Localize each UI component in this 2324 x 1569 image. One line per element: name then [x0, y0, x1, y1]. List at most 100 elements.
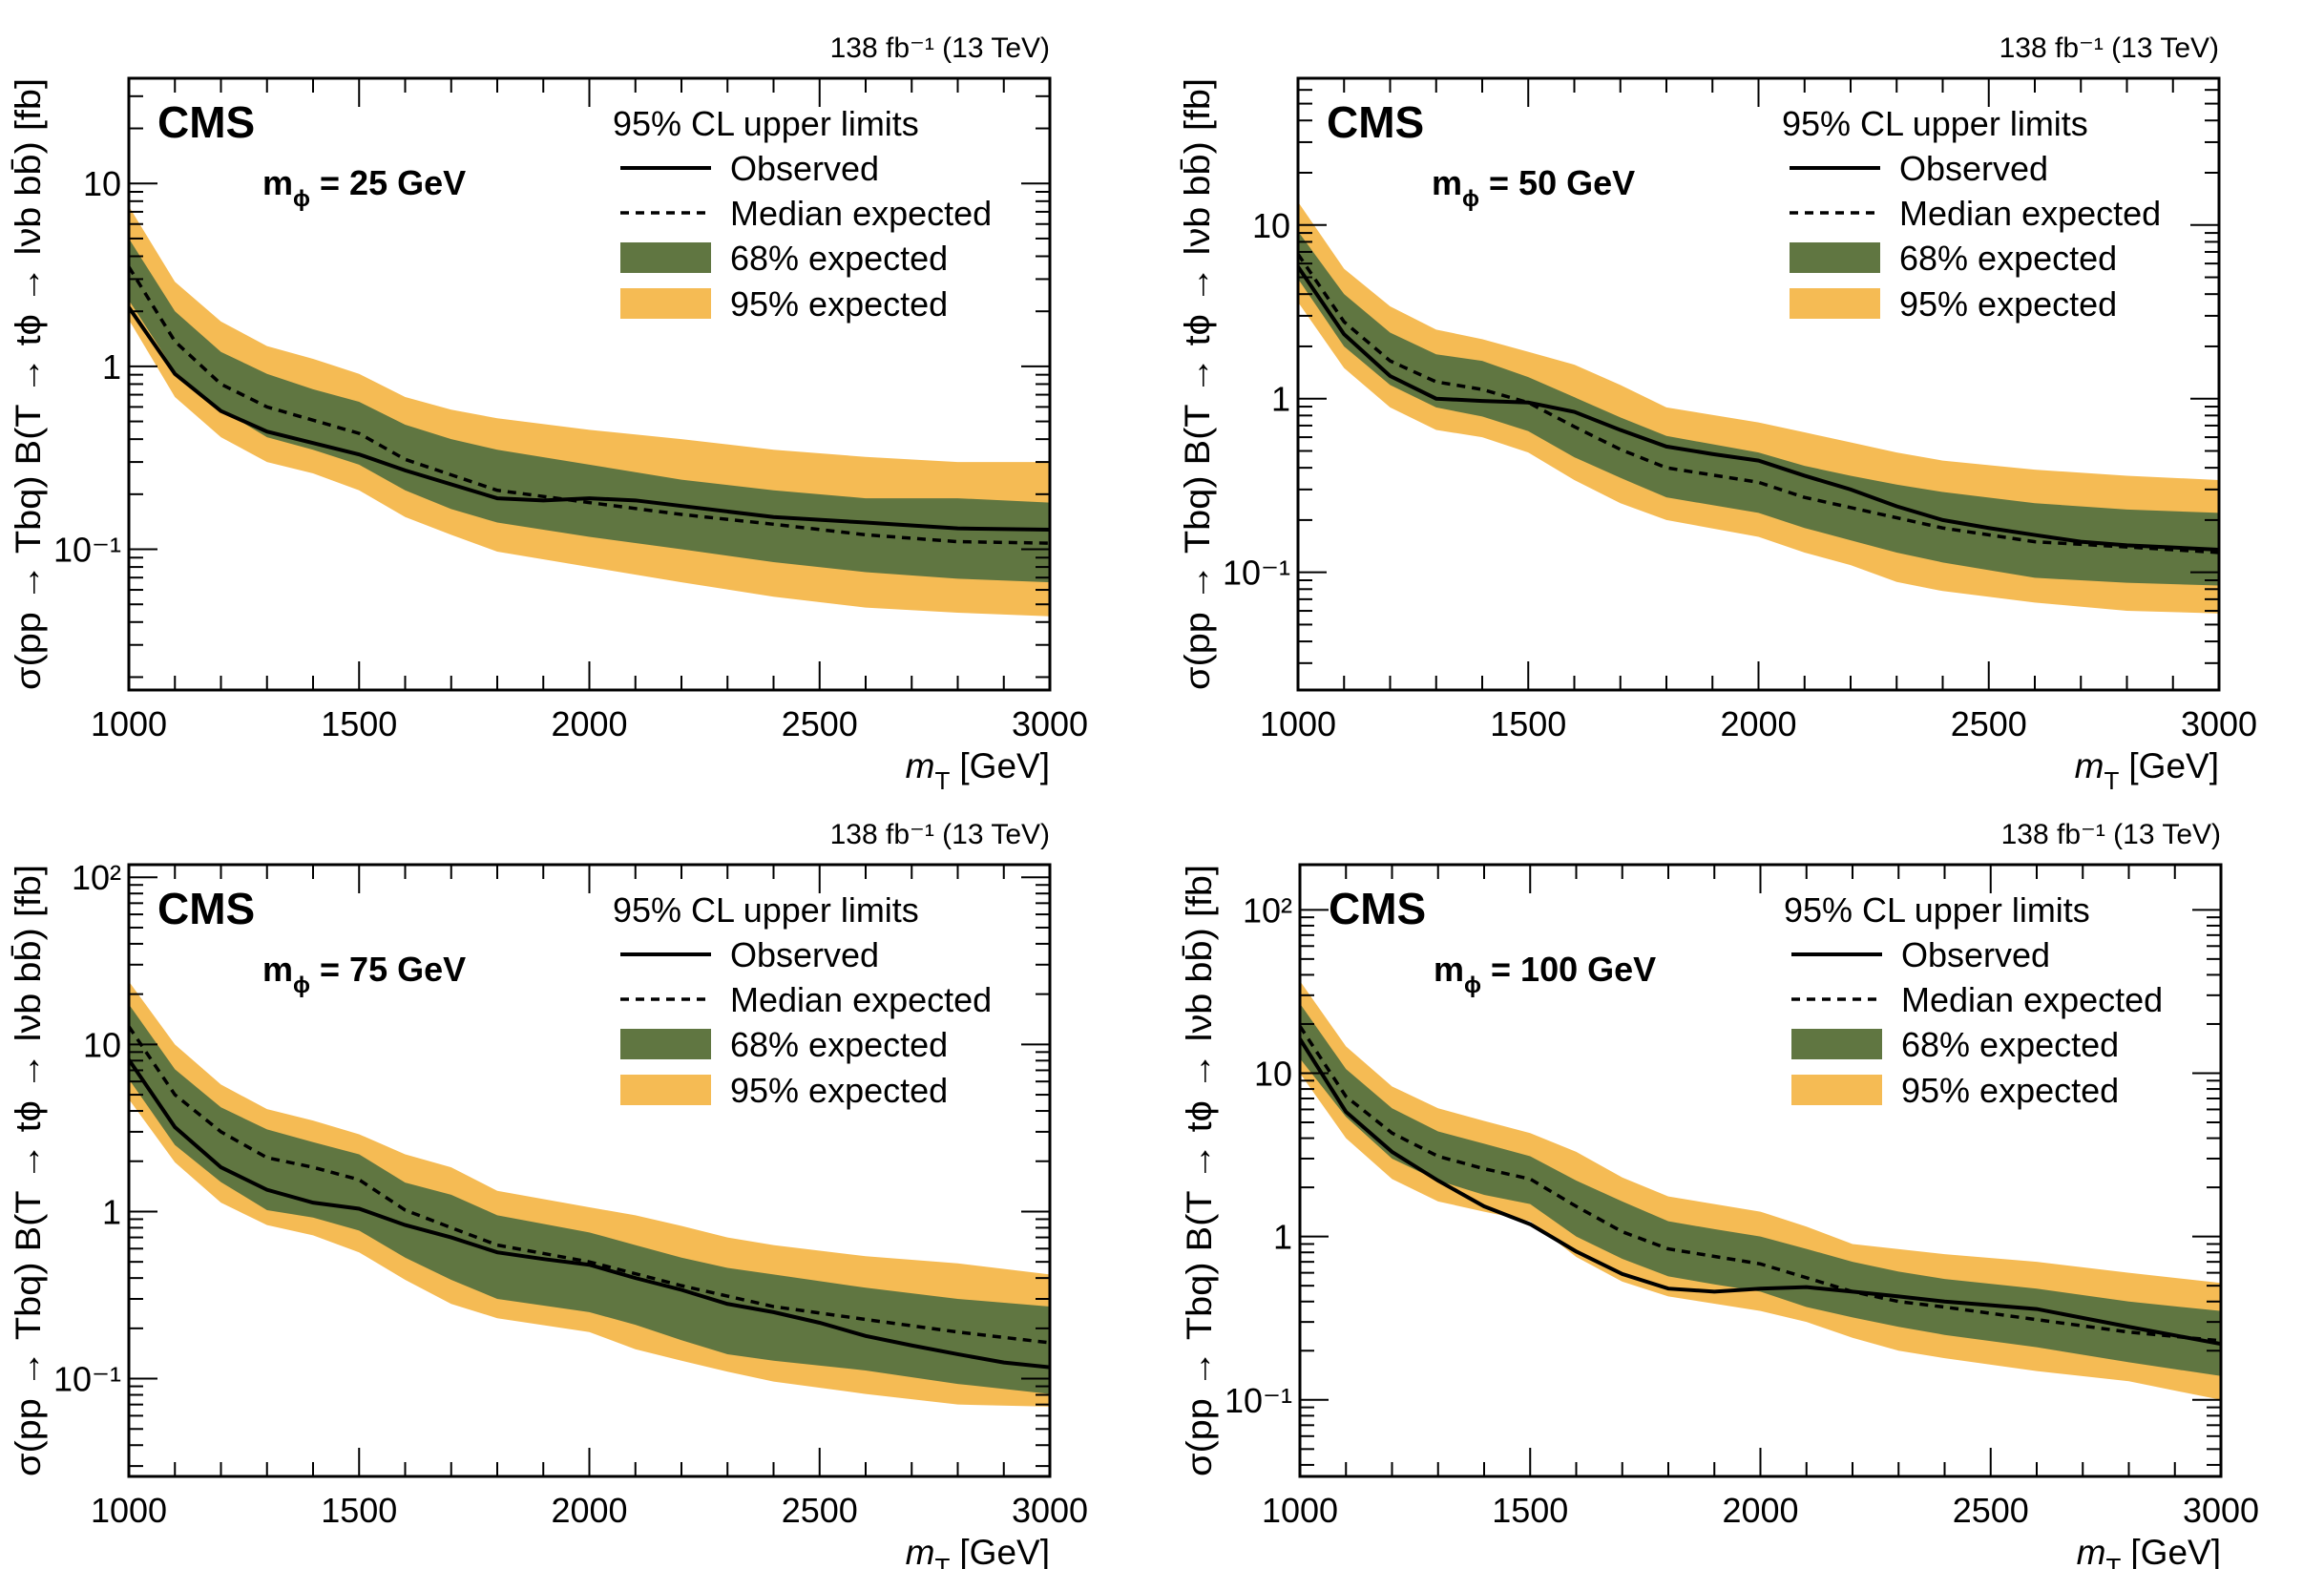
x-tick-label: 2000	[551, 1491, 627, 1530]
plot-area	[129, 981, 1050, 1407]
y-tick-label: 10	[1252, 206, 1290, 245]
x-axis-unit: [GeV]	[959, 1533, 1050, 1569]
x-tick-label: 1000	[91, 704, 167, 743]
x-tick-label: 2000	[1720, 704, 1796, 743]
observed-line	[129, 1058, 1050, 1370]
y-tick-label: 10⁻¹	[53, 531, 121, 570]
y-tick-label: 1	[102, 347, 121, 387]
y-tick-label: 10⁻¹	[1223, 554, 1290, 593]
x-axis-title: mT [GeV]	[2077, 1533, 2221, 1569]
y-tick-label: 10²	[1243, 890, 1292, 930]
lumi-label: 138 fb⁻¹ (13 TeV)	[830, 819, 1050, 850]
lumi-label: 138 fb⁻¹ (13 TeV)	[830, 32, 1050, 64]
mass-symbol: m	[1434, 950, 1464, 989]
x-axis-subscript: T	[2106, 1553, 2122, 1569]
x-tick-label: 2000	[1722, 1491, 1798, 1530]
mass-subscript: ϕ	[293, 186, 310, 212]
x-tick-label: 2000	[551, 704, 627, 743]
panel-2: 1000 1500 2000 2500 3000 10⁻¹ 1 10 10² 138 fb⁻¹ (…	[9, 819, 1088, 1569]
x-axis-symbol: m	[2075, 746, 2104, 785]
median-expected-line	[1298, 253, 2219, 554]
x-tick-label: 2500	[1951, 704, 2027, 743]
lumi-label: 138 fb⁻¹ (13 TeV)	[2001, 819, 2221, 850]
band-68-expected	[1298, 231, 2219, 586]
y-axis-title: σ(pp → Tbq) B(T → tϕ → lνb bb̄) [fb]	[9, 865, 48, 1476]
x-tick-label: 3000	[2183, 1491, 2259, 1530]
y-tick-label: 1	[102, 1192, 121, 1231]
x-tick-label: 3000	[1012, 704, 1088, 743]
x-tick-label: 1500	[321, 704, 397, 743]
legend-header: 95% CL upper limits	[613, 104, 919, 143]
lumi-label: 138 fb⁻¹ (13 TeV)	[1999, 32, 2219, 64]
x-axis-subscript: T	[2104, 766, 2120, 795]
mass-subscript: ϕ	[293, 973, 310, 998]
mass-label: mϕ = 25 GeV	[262, 163, 466, 212]
band-68-expected	[1300, 1003, 2221, 1376]
cms-label: CMS	[1329, 884, 1426, 933]
x-tick-label: 1500	[1492, 1491, 1568, 1530]
y-tick-label: 10⁻¹	[53, 1360, 121, 1399]
observed-line	[1298, 265, 2219, 552]
cms-label: CMS	[1327, 97, 1424, 147]
legend-observed: Observed	[730, 149, 879, 188]
legend-68-expected: 68% expected	[1901, 1025, 2119, 1064]
y-tick-label: 10	[1254, 1054, 1292, 1093]
plot-area	[1300, 980, 2221, 1400]
legend-95-expected: 95% expected	[730, 284, 948, 324]
legend: 95% CL upper limits Observed Median expect…	[1784, 890, 2163, 1110]
legend-median-expected: Median expected	[730, 980, 992, 1019]
x-axis-unit: [GeV]	[959, 746, 1050, 785]
median-expected-line	[129, 1025, 1050, 1345]
legend: 95% CL upper limits Observed Median expect…	[613, 890, 992, 1110]
x-axis-title: mT [GeV]	[906, 1533, 1050, 1569]
legend-95-swatch	[1791, 1075, 1882, 1105]
legend: 95% CL upper limits Observed Median expect…	[1782, 104, 2161, 324]
x-axis-unit: [GeV]	[2130, 1533, 2221, 1569]
y-tick-label: 1	[1273, 1218, 1292, 1257]
y-tick-label: 10⁻¹	[1225, 1381, 1292, 1420]
legend-observed: Observed	[730, 935, 879, 974]
x-tick-label: 1000	[1260, 704, 1336, 743]
mass-label: mϕ = 75 GeV	[262, 950, 466, 998]
legend-header: 95% CL upper limits	[613, 890, 919, 930]
x-tick-label: 3000	[1012, 1491, 1088, 1530]
legend-95-swatch	[1790, 288, 1880, 319]
mass-value: = 100 GeV	[1481, 950, 1656, 989]
x-axis-symbol: m	[2077, 1533, 2106, 1569]
cms-label: CMS	[157, 97, 255, 147]
legend-95-swatch	[620, 1075, 711, 1105]
mass-subscript: ϕ	[1464, 973, 1481, 998]
x-axis-subscript: T	[935, 1553, 951, 1569]
mass-symbol: m	[262, 163, 293, 202]
y-axis-title: σ(pp → Tbq) B(T → tϕ → lνb bb̄) [fb]	[1178, 78, 1217, 690]
x-tick-label: 2500	[782, 1491, 858, 1530]
legend-68-expected: 68% expected	[730, 1025, 948, 1064]
mass-subscript: ϕ	[1462, 186, 1479, 212]
band-68-expected	[129, 1004, 1050, 1394]
legend-68-swatch	[620, 1029, 711, 1059]
mass-symbol: m	[1432, 163, 1462, 202]
observed-line	[129, 305, 1050, 532]
y-axis-title: σ(pp → Tbq) B(T → tϕ → lνb bb̄) [fb]	[9, 78, 48, 690]
mass-value: = 25 GeV	[310, 163, 466, 202]
band-68-expected	[129, 238, 1050, 583]
x-tick-label: 2500	[782, 704, 858, 743]
median-expected-line	[129, 265, 1050, 545]
x-tick-label: 1000	[91, 1491, 167, 1530]
legend-observed: Observed	[1901, 935, 2050, 974]
mass-symbol: m	[262, 950, 293, 989]
plot-area	[1298, 201, 2219, 614]
legend-header: 95% CL upper limits	[1784, 890, 2090, 930]
legend-median-expected: Median expected	[1901, 980, 2163, 1019]
legend-95-expected: 95% expected	[1901, 1071, 2119, 1110]
legend-68-expected: 68% expected	[1899, 239, 2117, 278]
x-axis-title: mT [GeV]	[2075, 746, 2219, 795]
x-axis-subscript: T	[935, 766, 951, 795]
plot-area	[129, 206, 1050, 617]
x-tick-label: 1000	[1262, 1491, 1338, 1530]
x-axis-symbol: m	[906, 1533, 935, 1569]
mass-label: mϕ = 50 GeV	[1432, 163, 1635, 212]
panel-0: 1000 1500 2000 2500 3000 10⁻¹ 1 10 138 fb⁻¹ (13 …	[9, 32, 1088, 795]
y-axis-title: σ(pp → Tbq) B(T → tϕ → lνb bb̄) [fb]	[1180, 865, 1219, 1476]
